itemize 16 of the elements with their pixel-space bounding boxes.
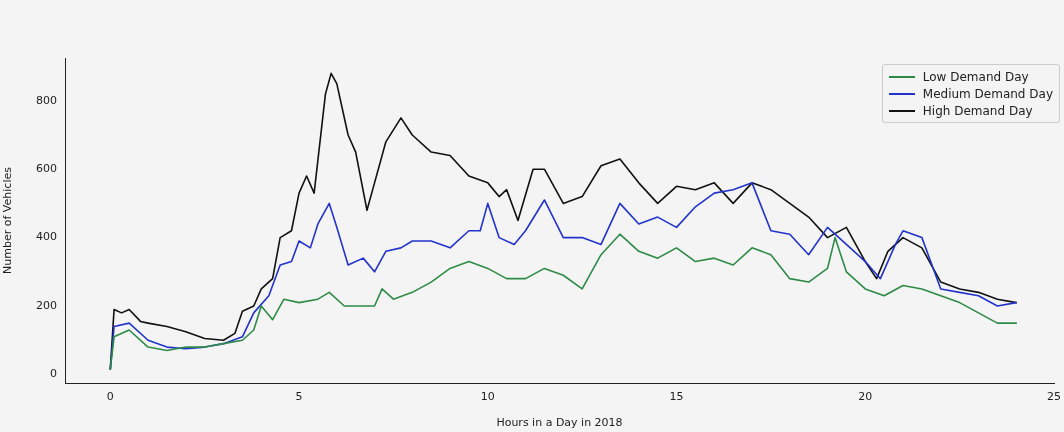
legend-label: High Demand Day (922, 103, 1033, 118)
legend-label: Low Demand Day (922, 69, 1029, 84)
x-tick-label: 15 (669, 390, 684, 404)
y-tick-label: 600 (36, 162, 57, 176)
y-tick-label: 400 (36, 230, 57, 244)
x-tick-label: 0 (106, 390, 114, 404)
y-axis-title: Number of Vehicles (1, 166, 15, 274)
x-tick-label: 10 (480, 390, 495, 404)
x-tick-label: 20 (858, 390, 873, 404)
y-tick-label: 0 (50, 367, 57, 381)
x-tick-label: 5 (295, 390, 303, 404)
y-tick-label: 800 (36, 93, 57, 107)
legend-label: Medium Demand Day (922, 86, 1053, 101)
y-tick-label: 200 (36, 298, 57, 312)
x-tick-label: 25 (1047, 390, 1061, 404)
x-axis-title: Hours in a Day in 2018 (496, 416, 623, 430)
